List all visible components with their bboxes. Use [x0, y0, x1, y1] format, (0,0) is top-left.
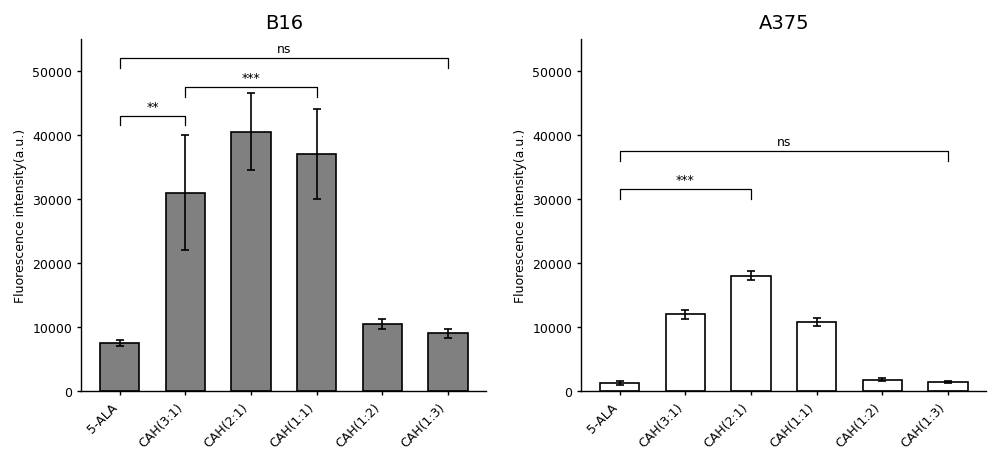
Bar — [797, 322, 836, 391]
Bar — [297, 155, 336, 391]
Bar — [928, 382, 968, 391]
Y-axis label: Fluorescence intensity(a.u.): Fluorescence intensity(a.u.) — [514, 129, 527, 302]
Bar — [600, 383, 639, 391]
Bar — [363, 324, 402, 391]
Title: A375: A375 — [758, 14, 809, 33]
Text: ***: *** — [242, 72, 260, 85]
Text: ***: *** — [676, 174, 695, 187]
Y-axis label: Fluorescence intensity(a.u.): Fluorescence intensity(a.u.) — [14, 129, 27, 302]
Bar — [863, 380, 902, 391]
Bar — [731, 276, 771, 391]
Bar — [166, 193, 205, 391]
Bar — [428, 334, 468, 391]
Text: **: ** — [146, 100, 159, 113]
Bar — [100, 343, 139, 391]
Text: ns: ns — [277, 43, 291, 56]
Bar — [666, 314, 705, 391]
Bar — [231, 132, 271, 391]
Text: ns: ns — [777, 136, 791, 149]
Title: B16: B16 — [265, 14, 303, 33]
